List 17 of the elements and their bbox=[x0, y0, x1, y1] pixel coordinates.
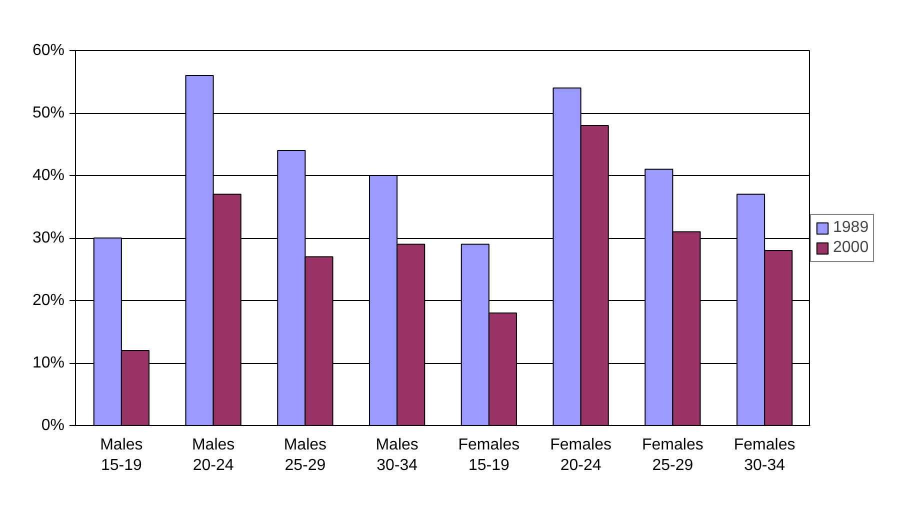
y-tick-label: 50% bbox=[32, 104, 65, 122]
legend-label: 2000 bbox=[833, 238, 869, 256]
x-tick-label: Males 25-29 bbox=[284, 436, 327, 474]
y-tick-label: 10% bbox=[32, 354, 65, 372]
y-tick-label: 20% bbox=[32, 292, 65, 309]
x-tick-label: Females 15-19 bbox=[458, 436, 520, 474]
y-tick-label: 40% bbox=[32, 167, 65, 184]
x-tick-label: Males 20-24 bbox=[192, 436, 235, 474]
x-tick-label: Females 20-24 bbox=[550, 436, 612, 474]
x-tick-label: Females 25-29 bbox=[642, 436, 704, 474]
x-tick-label: Males 30-34 bbox=[376, 436, 418, 474]
y-tick-label: 0% bbox=[41, 417, 64, 434]
legend-label: 1989 bbox=[833, 218, 869, 236]
x-tick-label: Females 30-34 bbox=[734, 436, 796, 474]
x-tick-label: Males 15-19 bbox=[100, 436, 143, 474]
y-tick-label: 60% bbox=[32, 42, 65, 59]
y-tick-label: 30% bbox=[32, 230, 65, 246]
